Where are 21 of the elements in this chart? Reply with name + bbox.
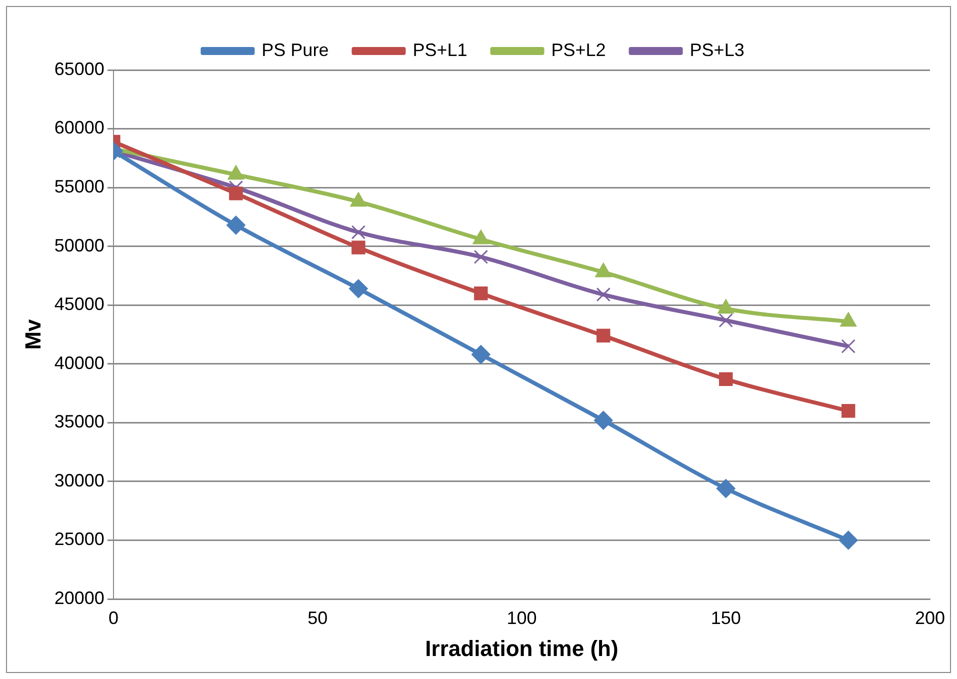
legend-label: PS+L2 bbox=[551, 40, 606, 60]
y-tick-label: 25000 bbox=[54, 529, 104, 550]
y-tick-label: 45000 bbox=[54, 294, 104, 314]
y-tick-label: 60000 bbox=[54, 118, 104, 138]
x-tick-label: 150 bbox=[710, 608, 741, 628]
x-axis-title: Irradiation time (h) bbox=[425, 636, 618, 661]
x-tick-label: 200 bbox=[914, 608, 946, 628]
y-axis-title: Mv bbox=[20, 318, 46, 350]
y-tick-label: 65000 bbox=[54, 58, 104, 79]
y-tick-label: 55000 bbox=[54, 176, 104, 197]
x-tick-label: 100 bbox=[506, 608, 537, 628]
y-tick-label: 50000 bbox=[54, 235, 104, 256]
legend-label: PS+L3 bbox=[690, 40, 744, 60]
x-tick-label: 0 bbox=[108, 608, 118, 628]
y-tick-label: 35000 bbox=[54, 412, 104, 432]
y-tick-label: 40000 bbox=[54, 352, 104, 373]
x-tick-label: 50 bbox=[308, 608, 328, 628]
legend-label: PS+L1 bbox=[412, 40, 468, 60]
legend-label: PS Pure bbox=[262, 40, 329, 60]
y-tick-label: 20000 bbox=[54, 588, 104, 608]
y-tick-label: 30000 bbox=[54, 470, 104, 490]
